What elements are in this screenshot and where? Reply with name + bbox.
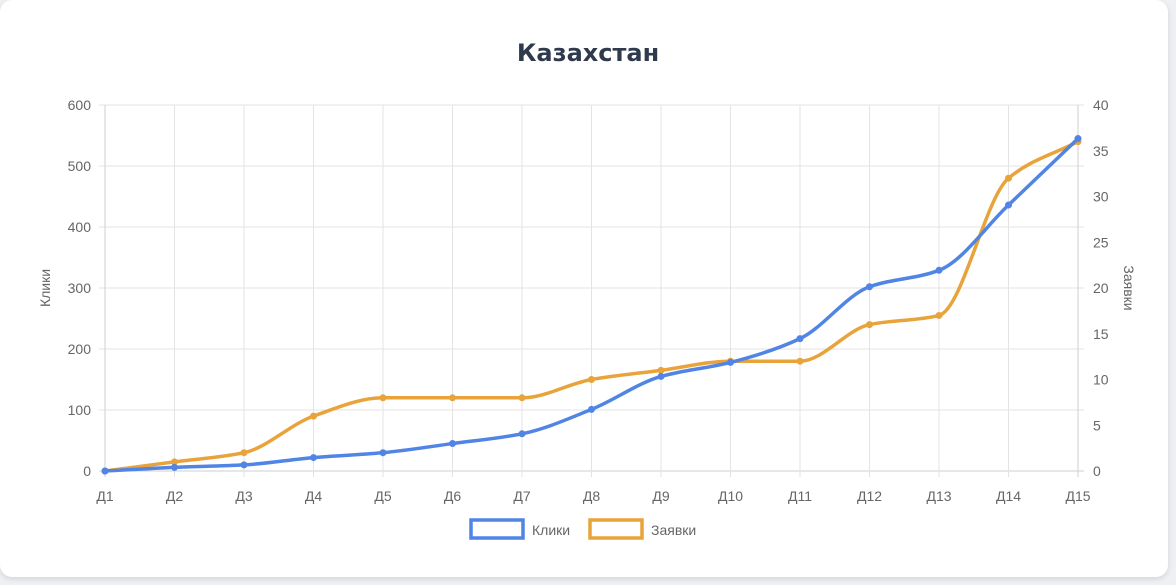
data-point[interactable] [518,430,526,438]
x-tick-label: Д13 [926,488,951,504]
x-tick-label: Д6 [444,488,461,504]
y-left-axis-ticks: 0 100 200 300 400 500 600 [68,97,92,479]
x-tick-label: Д2 [166,488,183,504]
data-point[interactable] [310,412,317,420]
data-point[interactable] [240,461,248,469]
y-left-tick-label: 600 [68,97,92,113]
x-tick-label: Д4 [305,488,322,504]
data-point[interactable] [588,376,595,383]
x-tick-label: Д12 [857,488,882,504]
legend-label: Заявки [651,522,696,538]
data-point[interactable] [310,454,317,462]
data-point[interactable] [1005,201,1012,209]
data-point[interactable] [588,405,595,413]
y-right-tick-label: 35 [1093,143,1109,159]
data-point[interactable] [101,467,109,475]
data-point[interactable] [657,372,665,380]
line-chart: Казахстан Д1 Д2 Д3 Д4 Д5 Д6 Д7 Д8 Д9 Д10 Д11 Д12 Д13… [37,39,1137,540]
y-right-axis-ticks: 0 5 10 15 20 25 30 35 40 [1093,97,1109,479]
data-point[interactable] [379,394,387,402]
data-point[interactable] [727,358,734,366]
y-left-tick-label: 500 [68,158,92,174]
x-tick-label: Д3 [235,488,252,504]
y-right-tick-label: 20 [1093,280,1109,296]
y-right-tick-label: 25 [1093,234,1109,250]
x-tick-label: Д1 [96,488,113,504]
chart-card: Казахстан Д1 Д2 Д3 Д4 Д5 Д6 Д7 Д8 Д9 Д10 Д11 Д12 Д13… [0,0,1168,577]
y-right-tick-label: 30 [1093,189,1109,205]
y-right-axis-title: Заявки [1121,265,1137,310]
x-axis-ticks: Д1 Д2 Д3 Д4 Д5 Д6 Д7 Д8 Д9 Д10 Д11 Д12 Д13 Д14 Д15 [96,488,1090,504]
y-left-tick-label: 0 [83,463,91,479]
series-kliki [101,135,1082,475]
data-point[interactable] [866,321,873,329]
legend-item[interactable]: Заявки [588,518,696,540]
y-left-tick-label: 200 [68,341,92,357]
data-point[interactable] [796,335,804,343]
y-right-tick-label: 40 [1093,97,1109,113]
legend[interactable]: Клики Заявки [469,518,696,540]
y-right-tick-label: 15 [1093,326,1109,342]
data-point[interactable] [171,463,178,471]
chart-title: Казахстан [517,39,659,67]
legend-label: Клики [532,522,570,538]
legend-swatch [469,518,525,540]
data-point[interactable] [935,266,943,274]
y-left-tick-label: 400 [68,219,92,235]
y-left-axis-title: Клики [37,269,53,307]
x-tick-label: Д11 [788,488,812,504]
data-point[interactable] [1074,135,1082,143]
data-point[interactable] [657,366,665,374]
y-right-tick-label: 10 [1093,372,1109,388]
x-tick-label: Д10 [718,488,743,504]
data-point[interactable] [449,394,456,402]
data-point[interactable] [449,440,456,448]
y-right-tick-label: 0 [1093,463,1101,479]
series-lines [101,135,1082,475]
legend-swatch [588,518,644,540]
x-tick-label: Д9 [652,488,669,504]
y-left-tick-label: 100 [68,402,92,418]
x-tick-label: Д5 [374,488,391,504]
x-tick-label: Д7 [513,488,530,504]
x-tick-label: Д14 [996,488,1021,504]
data-point[interactable] [240,449,248,457]
y-right-tick-label: 5 [1093,417,1101,433]
data-point[interactable] [379,449,387,457]
data-point[interactable] [935,311,943,319]
series-line [103,136,1080,473]
grid-lines [99,104,1084,477]
data-point[interactable] [1005,174,1012,182]
x-tick-label: Д8 [583,488,600,504]
data-point[interactable] [796,357,804,365]
y-left-tick-label: 300 [68,280,92,296]
data-point[interactable] [518,394,526,402]
x-tick-label: Д15 [1065,488,1090,504]
legend-item[interactable]: Клики [469,518,570,540]
data-point[interactable] [866,283,873,291]
